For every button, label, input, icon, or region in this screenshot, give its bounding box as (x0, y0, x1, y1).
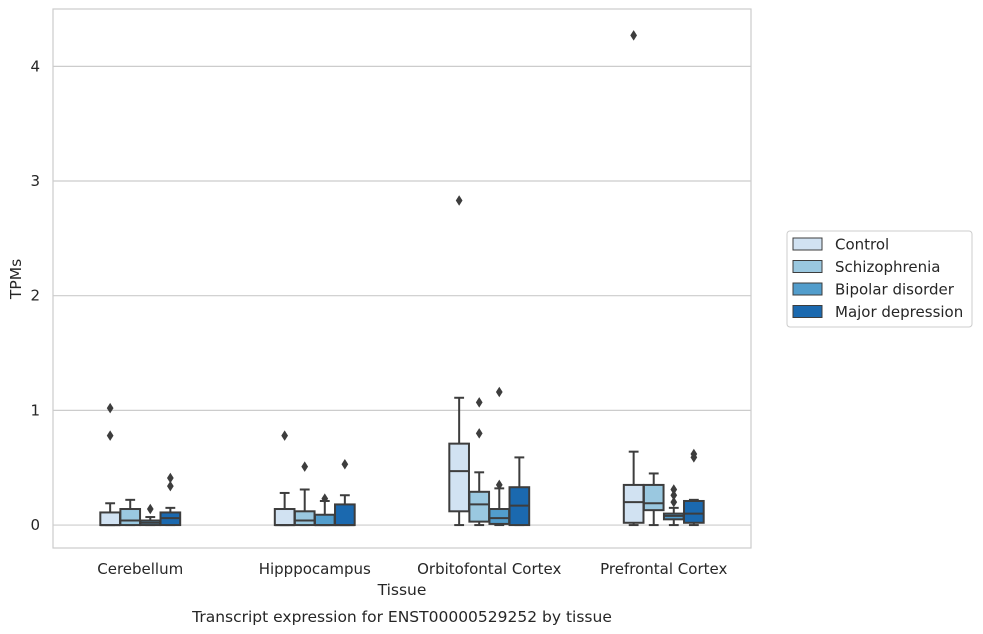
legend-swatch (792, 237, 823, 251)
outlier-point (106, 402, 114, 414)
box-series (99, 30, 705, 527)
legend-label: Control (835, 236, 889, 254)
box-control-0 (99, 402, 121, 527)
outlier-point (670, 496, 678, 508)
x-tick-label: Prefrontal Cortex (600, 560, 727, 578)
outlier-point (321, 493, 329, 504)
box-control-3 (622, 30, 645, 527)
iqr-box (468, 490, 491, 523)
box-major-depression-1 (334, 459, 356, 527)
iqr-box (334, 503, 356, 527)
outlier-point (455, 195, 463, 206)
y-tick-label: 0 (30, 516, 40, 534)
x-tick-label: Orbitofontal Cortex (417, 560, 561, 578)
box-schizophrenia-3 (642, 472, 665, 527)
outlier-point (341, 459, 349, 470)
outlier-point (495, 479, 503, 491)
outlier-point (166, 472, 174, 484)
y-tick-label: 3 (30, 172, 40, 190)
chart-legend: Control Schizophrenia Bipolar disorder Majo… (786, 230, 973, 328)
outlier-point (301, 461, 309, 472)
series-schizophrenia (119, 397, 665, 527)
outlier-point (166, 480, 174, 492)
chart-caption: Transcript expression for ENST0000052925… (191, 608, 612, 626)
legend-label: Major depression (835, 303, 963, 321)
iqr-box (313, 513, 336, 527)
box-schizophrenia-0 (119, 498, 142, 527)
outlier-point (146, 503, 154, 515)
legend-swatch (792, 282, 823, 296)
iqr-box (488, 508, 511, 525)
legend-swatch (792, 260, 823, 273)
legend-label: Bipolar disorder (835, 281, 955, 299)
outlier-point (281, 430, 289, 441)
box-schizophrenia-2 (468, 397, 491, 527)
iqr-box (293, 510, 316, 527)
outlier-point (106, 430, 114, 441)
legend-label: Schizophrenia (835, 258, 940, 276)
x-tick-label: Cerebellum (97, 560, 183, 578)
box-major-depression-3 (683, 448, 705, 527)
box-control-2 (448, 195, 470, 527)
outlier-point (690, 448, 698, 460)
outlier-point (630, 30, 638, 41)
box-bipolar-disorder-1 (313, 493, 336, 527)
x-axis-ticks: Cerebellum Hipppocampus Orbitofontal Corte… (97, 560, 727, 578)
iqr-box (273, 508, 296, 527)
iqr-box (622, 483, 645, 524)
outlier-point (475, 428, 483, 439)
plot-area-frame (52, 8, 752, 549)
box-major-depression-0 (159, 472, 182, 527)
legend-swatch (792, 305, 823, 318)
y-tick-label: 4 (30, 57, 40, 75)
iqr-box (119, 508, 142, 527)
box-bipolar-disorder-3 (662, 484, 685, 527)
box-control-1 (273, 430, 296, 527)
box-bipolar-disorder-2 (488, 386, 511, 527)
x-tick-label: Hipppocampus (259, 560, 371, 578)
x-axis-label: Tissue (377, 581, 427, 599)
iqr-box (642, 483, 665, 512)
grid-lines (53, 65, 751, 526)
outlier-point (670, 484, 678, 495)
outlier-point (495, 386, 503, 398)
outlier-point (670, 489, 678, 501)
series-control (99, 30, 645, 527)
y-tick-label: 1 (30, 401, 40, 419)
box-bipolar-disorder-0 (139, 503, 162, 527)
iqr-box (448, 442, 470, 513)
series-bipolar-disorder (139, 386, 685, 527)
y-tick-label: 2 (30, 287, 40, 305)
box-major-depression-2 (508, 456, 531, 527)
iqr-box (99, 511, 121, 527)
series-major-depression (159, 448, 705, 527)
iqr-box (683, 499, 705, 524)
y-axis-ticks: 0 1 2 3 4 (30, 57, 40, 534)
legend-frame (786, 230, 973, 328)
box-schizophrenia-1 (293, 461, 316, 527)
outlier-point (475, 397, 483, 408)
y-axis-label: TPMs (7, 259, 25, 300)
